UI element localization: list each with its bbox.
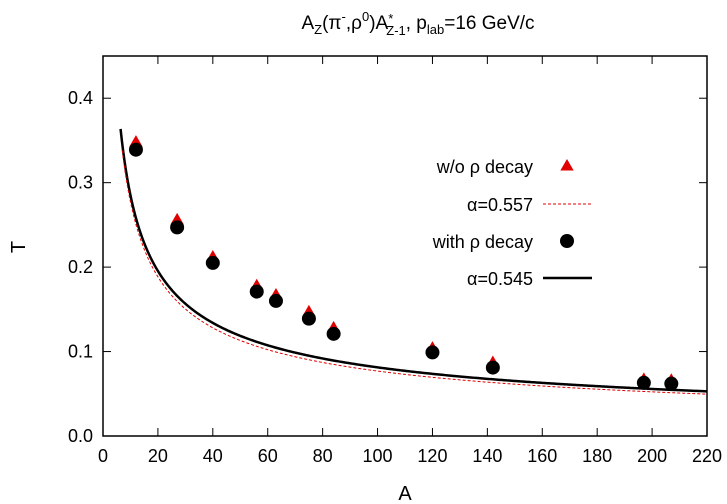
data-point-circle <box>205 255 220 270</box>
chart-title: AZ(π-,ρ0)A* Z-1, plab=16 GeV/c <box>301 9 534 38</box>
x-tick-label: 200 <box>637 446 667 466</box>
data-point-circle <box>128 142 143 157</box>
fit-curve <box>121 150 707 395</box>
y-tick-label: 0.3 <box>68 173 93 193</box>
data-points <box>128 135 679 391</box>
data-point-circle <box>636 375 651 390</box>
x-tick-label: 160 <box>527 446 557 466</box>
x-tick-label: 0 <box>98 446 108 466</box>
data-point-circle <box>301 311 316 326</box>
x-axis-title: A <box>398 483 412 504</box>
x-tick-label: 180 <box>582 446 612 466</box>
data-point-circle <box>249 284 264 299</box>
legend-label-with-decay: with ρ decay <box>432 232 533 252</box>
x-tick-label: 80 <box>313 446 333 466</box>
x-tick-label: 220 <box>692 446 722 466</box>
data-point-circle <box>425 345 440 360</box>
legend-marker-circle <box>560 234 574 248</box>
y-tick-label: 0.4 <box>68 88 93 108</box>
axis-ticks <box>103 56 707 436</box>
data-point-circle <box>664 376 679 391</box>
y-tick-label: 0.0 <box>68 426 93 446</box>
plot-frame <box>102 55 708 437</box>
data-point-circle <box>485 360 500 375</box>
x-tick-labels: 0 20 40 60 80 100 120 140 160 180 200 220 <box>98 446 722 466</box>
data-point-circle <box>268 293 283 308</box>
legend: w/o ρ decay α=0.557 with ρ decay α=0.545 <box>432 157 592 289</box>
legend-label-wo-decay: w/o ρ decay <box>436 157 533 177</box>
y-axis-title: T <box>8 241 30 253</box>
legend-marker-triangle <box>560 159 574 171</box>
y-tick-label: 0.1 <box>68 342 93 362</box>
y-tick-label: 0.2 <box>68 257 93 277</box>
x-tick-label: 140 <box>472 446 502 466</box>
fit-curve <box>119 128 707 393</box>
y-tick-labels: 0.0 0.1 0.2 0.3 0.4 <box>68 88 93 446</box>
x-tick-label: 60 <box>258 446 278 466</box>
x-tick-label: 20 <box>148 446 168 466</box>
data-point-circle <box>326 326 341 341</box>
fit-curves <box>119 128 707 395</box>
data-point-circle <box>170 220 185 235</box>
legend-label-alpha-0545: α=0.545 <box>467 269 533 289</box>
legend-label-alpha-0557: α=0.557 <box>467 195 533 215</box>
x-tick-label: 100 <box>363 446 393 466</box>
x-tick-label: 120 <box>417 446 447 466</box>
x-tick-label: 40 <box>203 446 223 466</box>
